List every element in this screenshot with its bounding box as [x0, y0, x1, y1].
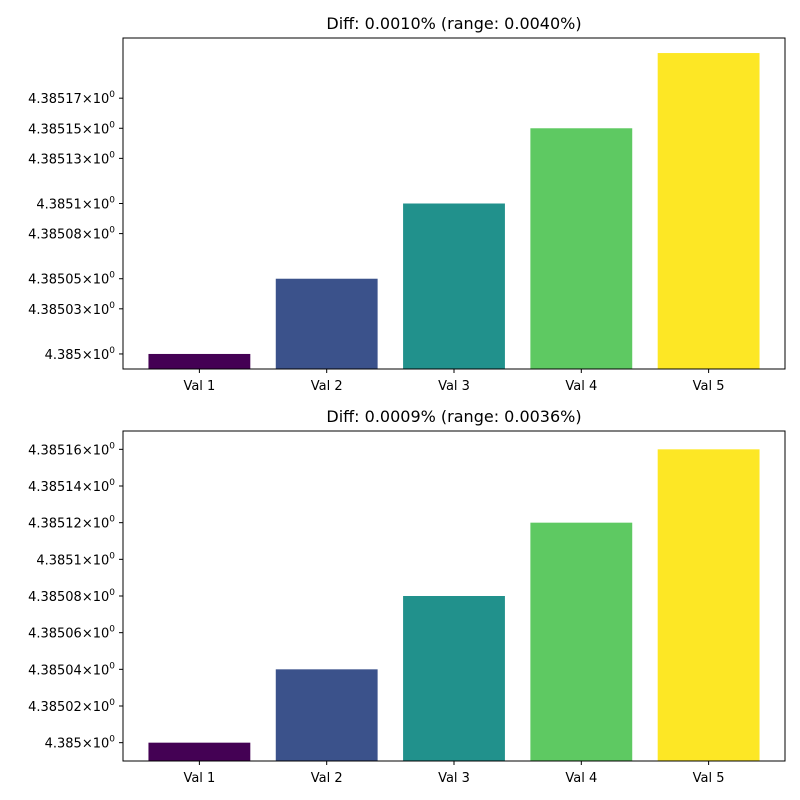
y-tick-label: 4.38504×100 [28, 661, 115, 678]
y-tick-label: 4.38505×100 [28, 271, 115, 288]
chart-title: Diff: 0.0009% (range: 0.0036%) [326, 407, 581, 426]
y-tick-label: 4.38508×100 [28, 588, 115, 605]
x-tick-label: Val 2 [311, 771, 343, 786]
chart-panel-1: Diff: 0.0010% (range: 0.0040%) Val 1 Val 2… [28, 14, 786, 394]
y-tick-label: 4.38514×100 [28, 478, 115, 495]
y-tick-label: 4.3851×100 [36, 195, 115, 212]
chart-panel-2: Diff: 0.0009% (range: 0.0036%) Val 1 Val 2… [28, 407, 786, 786]
y-tick-label: 4.38503×100 [28, 301, 115, 318]
bar-val-5 [657, 53, 760, 369]
chart-title: Diff: 0.0010% (range: 0.0040%) [326, 14, 581, 33]
bar-val-1 [148, 742, 251, 761]
axes-frame [122, 37, 786, 370]
y-tick-label: 4.38516×100 [28, 441, 115, 458]
bar-val-2 [275, 669, 378, 761]
x-tick-label: Val 4 [565, 379, 597, 394]
bar-val-3 [403, 595, 505, 761]
bar-val-4 [530, 522, 633, 761]
axes-frame [122, 430, 786, 762]
y-tick-label: 4.3851×100 [36, 551, 115, 568]
bar-val-1 [148, 353, 251, 369]
bar-val-4 [530, 128, 633, 369]
y-tick-label: 4.38502×100 [28, 698, 115, 715]
x-tick-label: Val 5 [693, 771, 725, 786]
y-tick-label: 4.385×100 [45, 346, 116, 363]
x-tick-label: Val 3 [438, 771, 470, 786]
x-tick-label: Val 1 [183, 379, 215, 394]
x-tick-label: Val 1 [183, 771, 215, 786]
y-tick-label: 4.38517×100 [28, 90, 115, 107]
y-tick-label: 4.38515×100 [28, 120, 115, 137]
y-tick-label: 4.38508×100 [28, 226, 115, 243]
x-tick-label: Val 4 [565, 771, 597, 786]
y-tick-label: 4.38513×100 [28, 150, 115, 167]
y-tick-label: 4.38512×100 [28, 515, 115, 532]
bar-val-2 [275, 278, 378, 369]
bar-val-3 [403, 203, 505, 369]
x-tick-label: Val 3 [438, 379, 470, 394]
x-tick-label: Val 5 [693, 379, 725, 394]
bar-val-5 [657, 449, 760, 761]
y-tick-label: 4.385×100 [45, 735, 116, 752]
x-tick-label: Val 2 [311, 379, 343, 394]
y-tick-label: 4.38506×100 [28, 625, 115, 642]
